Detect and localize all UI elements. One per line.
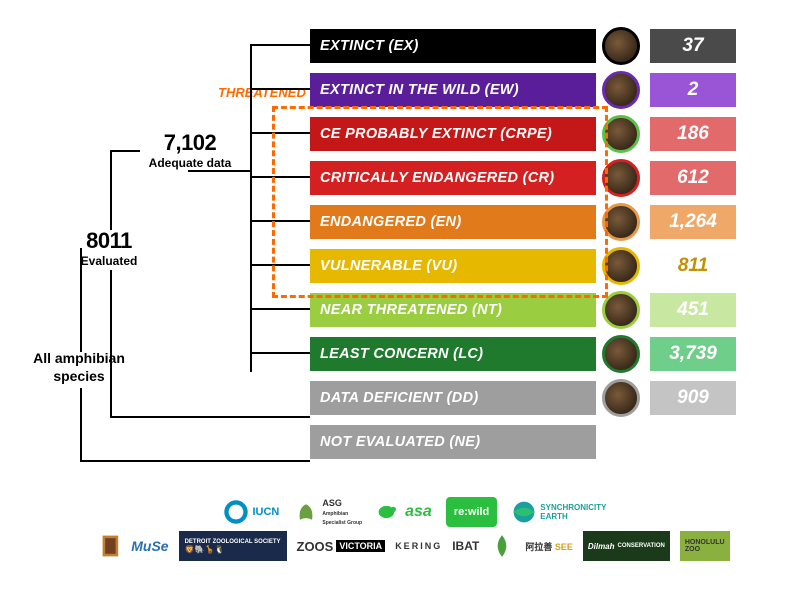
category-bar: CRITICALLY ENDANGERED (CR) xyxy=(310,161,596,195)
category-row-ex: EXTINCT (EX) 37 xyxy=(310,26,780,66)
species-icon xyxy=(602,291,640,329)
connector xyxy=(250,264,310,266)
species-icon xyxy=(602,335,640,373)
species-icon xyxy=(602,115,640,153)
category-row-en: ENDANGERED (EN) 1,264 xyxy=(310,202,780,242)
category-bar: EXTINCT (EX) xyxy=(310,29,596,63)
connector xyxy=(250,132,310,134)
hierarchy-evaluated: 8011 Evaluated xyxy=(54,228,164,268)
species-icon xyxy=(602,71,640,109)
logo-sponsor xyxy=(100,531,121,561)
hierarchy-root: All amphibian species xyxy=(14,350,144,386)
category-bar: CE PROBABLY EXTINCT (CRPE) xyxy=(310,117,596,151)
category-rows: EXTINCT (EX) 37 EXTINCT IN THE WILD (EW) 2 C… xyxy=(310,26,780,466)
connector xyxy=(110,150,140,152)
category-bar: NOT EVALUATED (NE) xyxy=(310,425,596,459)
species-count: 612 xyxy=(650,161,736,195)
species-icon xyxy=(602,379,640,417)
logo-see: 阿拉善 SEE xyxy=(525,531,573,561)
connector xyxy=(250,88,310,90)
species-count: 37 xyxy=(650,29,736,63)
logo-asg: ASGAmphibianSpecialist Group xyxy=(293,497,362,527)
connector xyxy=(250,372,252,373)
category-bar: NEAR THREATENED (NT) xyxy=(310,293,596,327)
connector xyxy=(250,220,310,222)
species-count: 909 xyxy=(650,381,736,415)
logo-synchronicity: SYNCHRONICITYEARTH xyxy=(511,497,606,527)
hierarchy-adequate: 7,102 Adequate data xyxy=(130,130,250,170)
logo-honolulu-zoo: HONOLULUZOO xyxy=(680,531,730,561)
connector xyxy=(110,270,112,416)
species-count: 1,264 xyxy=(650,205,736,239)
connector xyxy=(250,352,310,354)
connector xyxy=(80,460,310,462)
logo-zoos-victoria: ZOOSVICTORIA xyxy=(297,531,386,561)
logo-detroit-zoo: DETROIT ZOOLOGICAL SOCIETY🦁🐘🦒🐧 xyxy=(179,531,287,561)
species-count: 3,739 xyxy=(650,337,736,371)
category-row-nt: NEAR THREATENED (NT) 451 xyxy=(310,290,780,330)
connector xyxy=(250,308,310,310)
species-count: 451 xyxy=(650,293,736,327)
logo-dilmah: DilmahCONSERVATION xyxy=(583,531,670,561)
logo-rewild: re:wild xyxy=(446,497,497,527)
species-icon xyxy=(602,247,640,285)
logo-ibat: IBAT xyxy=(452,531,479,561)
connector xyxy=(110,150,112,230)
connector xyxy=(250,44,252,372)
category-bar: VULNERABLE (VU) xyxy=(310,249,596,283)
category-row-crpe: CE PROBABLY EXTINCT (CRPE) 186 xyxy=(310,114,780,154)
connector xyxy=(188,170,252,172)
category-bar: LEAST CONCERN (LC) xyxy=(310,337,596,371)
connector xyxy=(80,388,82,460)
logo-leaf xyxy=(489,531,515,561)
sponsor-logos: IUCN ASGAmphibianSpecialist Group asa re… xyxy=(70,497,760,565)
category-bar: ENDANGERED (EN) xyxy=(310,205,596,239)
category-bar: EXTINCT IN THE WILD (EW) xyxy=(310,73,596,107)
connector xyxy=(110,416,310,418)
species-icon xyxy=(602,159,640,197)
logo-iucn: IUCN xyxy=(223,497,279,527)
category-row-cr: CRITICALLY ENDANGERED (CR) 612 xyxy=(310,158,780,198)
species-count: 2 xyxy=(650,73,736,107)
logo-kering: KERING xyxy=(395,531,442,561)
species-count: 811 xyxy=(650,249,736,283)
logo-muse: MuSe xyxy=(131,531,168,561)
connector xyxy=(250,176,310,178)
species-icon xyxy=(602,27,640,65)
category-bar: DATA DEFICIENT (DD) xyxy=(310,381,596,415)
connector xyxy=(80,248,82,352)
species-count: 186 xyxy=(650,117,736,151)
connector xyxy=(250,44,310,46)
species-icon xyxy=(602,203,640,241)
category-row-lc: LEAST CONCERN (LC) 3,739 xyxy=(310,334,780,374)
category-row-dd: DATA DEFICIENT (DD) 909 xyxy=(310,378,780,418)
logo-asa: asa xyxy=(376,497,432,527)
category-row-vu: VULNERABLE (VU) 811 xyxy=(310,246,780,286)
category-row-ne: NOT EVALUATED (NE) xyxy=(310,422,780,462)
category-row-ew: EXTINCT IN THE WILD (EW) 2 xyxy=(310,70,780,110)
